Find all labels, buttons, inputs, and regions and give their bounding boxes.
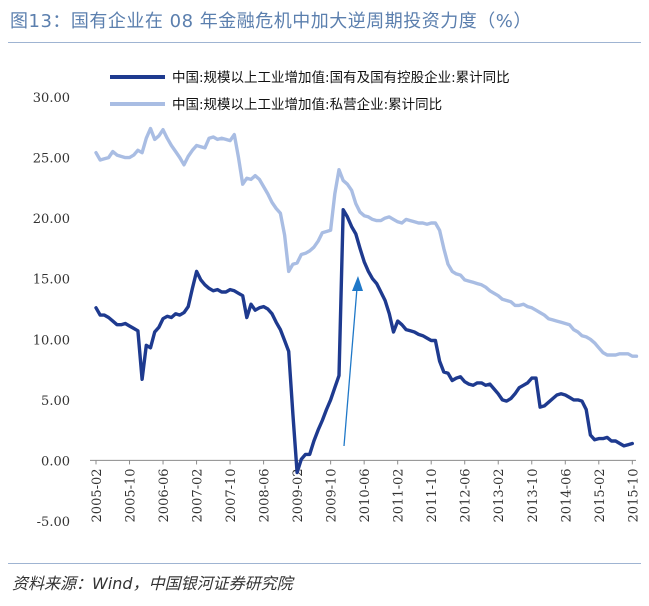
x-tick-label: 2012-06 bbox=[459, 468, 474, 522]
x-tick-label: 2010-06 bbox=[358, 468, 373, 522]
x-tick-label: 2009-02 bbox=[291, 468, 306, 522]
rebound-arrow-shaft bbox=[343, 287, 358, 447]
x-tick-label: 2013-02 bbox=[492, 468, 507, 522]
x-tick-label: 2015-10 bbox=[626, 468, 641, 522]
annotation-layer bbox=[343, 276, 363, 447]
x-tick-label: 2007-10 bbox=[224, 468, 239, 522]
footer-rule bbox=[8, 563, 641, 564]
private-series-line bbox=[94, 126, 639, 358]
y-tick-label: 10.00 bbox=[33, 333, 70, 348]
x-tick-label: 2005-10 bbox=[124, 468, 139, 522]
chart-title: 图13：国有企业在 08 年金融危机中加大逆周期投资力度（%） bbox=[10, 11, 532, 32]
legend: 中国:规模以上工业增加值:国有及国有控股企业:累计同比中国:规模以上工业增加值:… bbox=[110, 69, 510, 113]
rebound-arrow-head bbox=[352, 276, 363, 291]
x-tick-label: 2008-06 bbox=[258, 468, 273, 522]
y-tick-label: -5.00 bbox=[37, 515, 70, 530]
source-note: 资料来源：Wind，中国银河证券研究院 bbox=[12, 574, 293, 593]
x-tick-label: 2014-06 bbox=[559, 468, 574, 522]
y-tick-label: 30.00 bbox=[33, 91, 70, 106]
y-tick-label: 25.00 bbox=[33, 152, 70, 167]
y-tick-label: 0.00 bbox=[41, 454, 70, 469]
series-layer bbox=[94, 126, 639, 475]
x-axis: 2005-02 2005-10 2006-06 2007-02 2007-10 2008-… bbox=[90, 459, 641, 522]
x-tick-label: 2006-06 bbox=[157, 468, 172, 522]
legend-label-state-owned: 中国:规模以上工业增加值:国有及国有控股企业:累计同比 bbox=[172, 69, 510, 86]
x-tick-label: 2011-10 bbox=[425, 468, 440, 522]
title-rule bbox=[8, 42, 641, 43]
y-tick-label: 15.00 bbox=[33, 273, 70, 288]
y-axis: 30.00 25.00 20.00 15.00 10.00 5.00 0.00 -5.00 bbox=[33, 91, 70, 530]
x-tick-label: 2005-02 bbox=[90, 468, 105, 522]
x-tick-label: 2007-02 bbox=[191, 468, 206, 522]
legend-label-private: 中国:规模以上工业增加值:私营企业:累计同比 bbox=[172, 96, 442, 113]
x-tick-label: 2013-10 bbox=[526, 468, 541, 522]
y-tick-label: 20.00 bbox=[33, 212, 70, 227]
x-tick-label: 2015-02 bbox=[593, 468, 608, 522]
y-tick-label: 5.00 bbox=[41, 394, 70, 409]
x-tick-label: 2009-10 bbox=[325, 468, 340, 522]
x-tick-label: 2011-02 bbox=[392, 468, 407, 522]
state-owned-series-line bbox=[94, 207, 634, 475]
